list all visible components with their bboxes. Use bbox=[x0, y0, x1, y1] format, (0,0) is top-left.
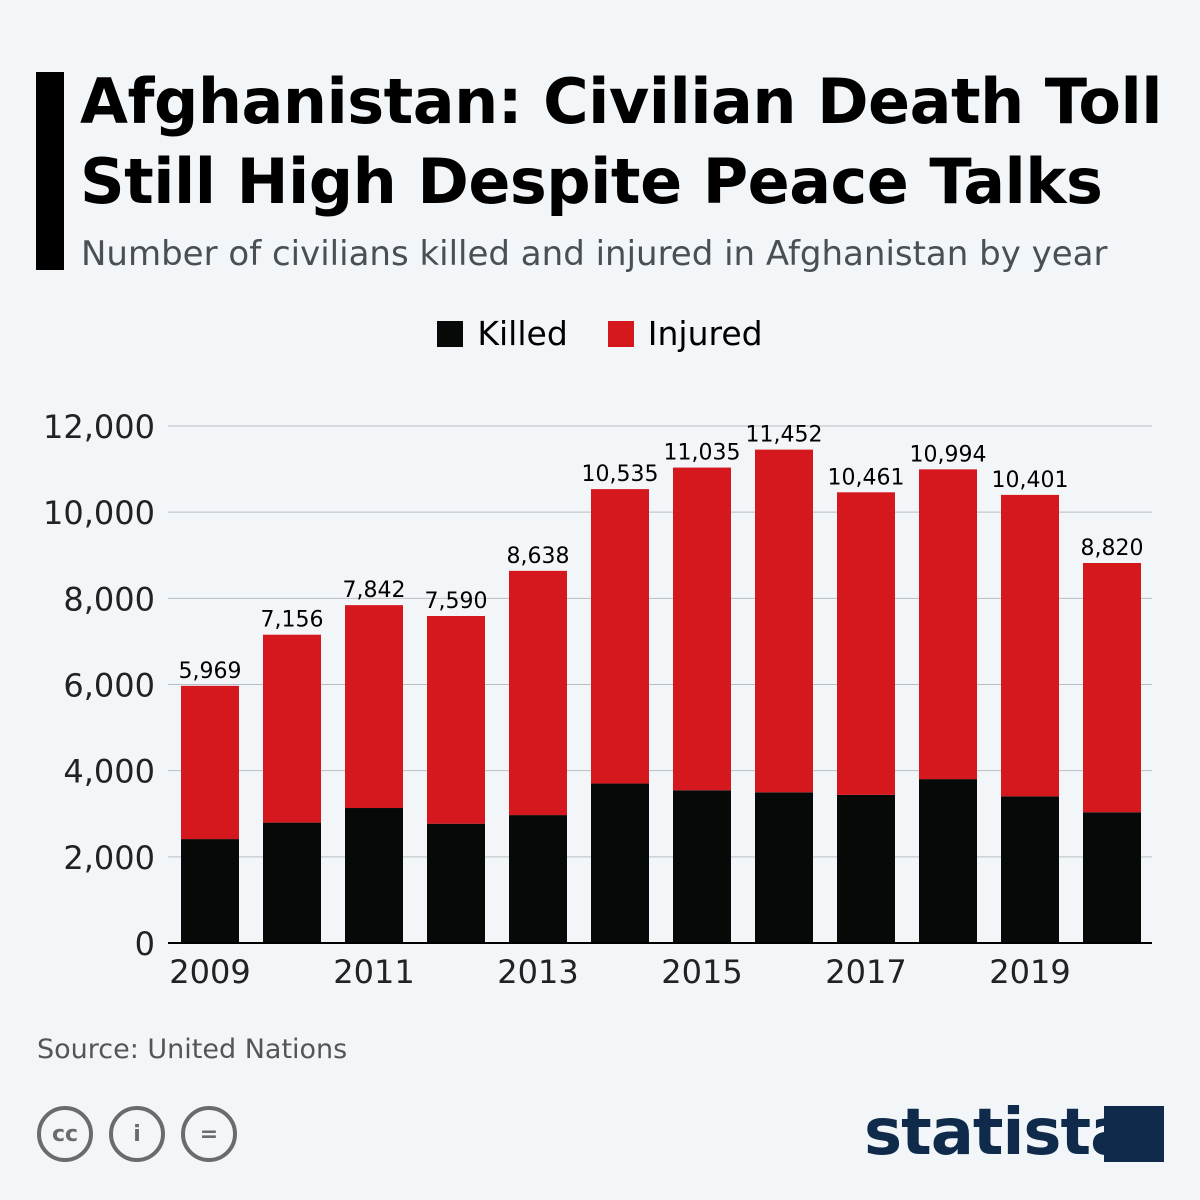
data-label-total: 10,461 bbox=[828, 465, 905, 490]
data-label-total: 7,156 bbox=[261, 608, 324, 633]
bar-killed-2020 bbox=[1083, 812, 1141, 943]
bar-killed-2018 bbox=[919, 779, 977, 943]
y-tick-label: 8,000 bbox=[63, 580, 155, 618]
title-line-1: Afghanistan: Civilian Death Toll bbox=[80, 65, 1162, 138]
bar-injured-2019 bbox=[1001, 494, 1059, 797]
bar-killed-2014 bbox=[591, 783, 649, 943]
legend-item-killed: Killed bbox=[437, 314, 568, 353]
bar-injured-2016 bbox=[755, 449, 813, 793]
y-tick-label: 0 bbox=[135, 925, 155, 963]
legend-swatch-killed bbox=[437, 320, 464, 347]
data-label-total: 8,638 bbox=[507, 544, 570, 569]
statista-logo[interactable]: statista bbox=[864, 1096, 1133, 1170]
bar-killed-2009 bbox=[181, 839, 239, 943]
data-label-total: 11,452 bbox=[746, 423, 823, 448]
title-accent-bar bbox=[36, 72, 64, 270]
legend-item-injured: Injured bbox=[607, 314, 763, 353]
x-tick-label: 2017 bbox=[825, 953, 906, 991]
y-tick-label: 4,000 bbox=[63, 753, 155, 791]
cc-icon[interactable]: cc bbox=[37, 1106, 93, 1162]
chart-title: Afghanistan: Civilian Death Toll Still H… bbox=[80, 62, 1162, 222]
legend-label-injured: Injured bbox=[647, 314, 763, 353]
legend-swatch-injured bbox=[607, 320, 634, 347]
bar-injured-2015 bbox=[673, 467, 731, 791]
data-label-total: 10,535 bbox=[582, 462, 659, 487]
bar-killed-2017 bbox=[837, 794, 895, 943]
bar-injured-2011 bbox=[345, 605, 403, 809]
x-tick-label: 2015 bbox=[661, 953, 742, 991]
no-derivatives-icon[interactable]: = bbox=[181, 1106, 237, 1162]
bar-injured-2018 bbox=[919, 469, 977, 780]
bar-killed-2013 bbox=[509, 815, 567, 943]
bar-injured-2010 bbox=[263, 634, 321, 823]
data-label-total: 8,820 bbox=[1081, 536, 1144, 561]
data-label-total: 5,969 bbox=[179, 659, 242, 684]
y-tick-label: 6,000 bbox=[63, 667, 155, 705]
bar-killed-2010 bbox=[263, 822, 321, 943]
legend-label-killed: Killed bbox=[477, 314, 568, 353]
y-tick-label: 10,000 bbox=[43, 494, 155, 532]
bar-injured-2017 bbox=[837, 492, 895, 795]
bar-injured-2012 bbox=[427, 615, 485, 824]
bar-injured-2020 bbox=[1083, 563, 1141, 813]
bar-killed-2015 bbox=[673, 790, 731, 943]
data-label-total: 7,590 bbox=[425, 589, 488, 614]
bar-chart: 0 2,000 4,000 6,000 8,000 10,000 12,000 5,969 20… bbox=[43, 408, 1152, 991]
data-label-total: 10,994 bbox=[910, 442, 987, 467]
x-tick-label: 2009 bbox=[169, 953, 250, 991]
y-tick-label: 2,000 bbox=[63, 839, 155, 877]
statista-logo-mark-icon bbox=[1104, 1106, 1164, 1162]
bar-injured-2014 bbox=[591, 489, 649, 784]
data-label-total: 11,035 bbox=[664, 441, 741, 466]
bar-killed-2019 bbox=[1001, 796, 1059, 943]
x-tick-label: 2013 bbox=[497, 953, 578, 991]
bar-killed-2011 bbox=[345, 808, 403, 943]
data-label-total: 7,842 bbox=[343, 578, 406, 603]
x-tick-label: 2019 bbox=[989, 953, 1070, 991]
legend: Killed Injured bbox=[0, 314, 1200, 353]
bar-injured-2013 bbox=[509, 570, 567, 816]
x-tick-label: 2011 bbox=[333, 953, 414, 991]
chart-subtitle: Number of civilians killed and injured i… bbox=[81, 234, 1108, 274]
y-tick-label: 12,000 bbox=[43, 408, 155, 446]
bar-killed-2016 bbox=[755, 792, 813, 943]
source-note: Source: United Nations bbox=[37, 1034, 348, 1065]
data-label-total: 10,401 bbox=[992, 468, 1069, 493]
bar-injured-2009 bbox=[181, 685, 239, 840]
title-line-2: Still High Despite Peace Talks bbox=[80, 145, 1103, 218]
bar-killed-2012 bbox=[427, 823, 485, 943]
attribution-icon[interactable]: i bbox=[109, 1106, 165, 1162]
